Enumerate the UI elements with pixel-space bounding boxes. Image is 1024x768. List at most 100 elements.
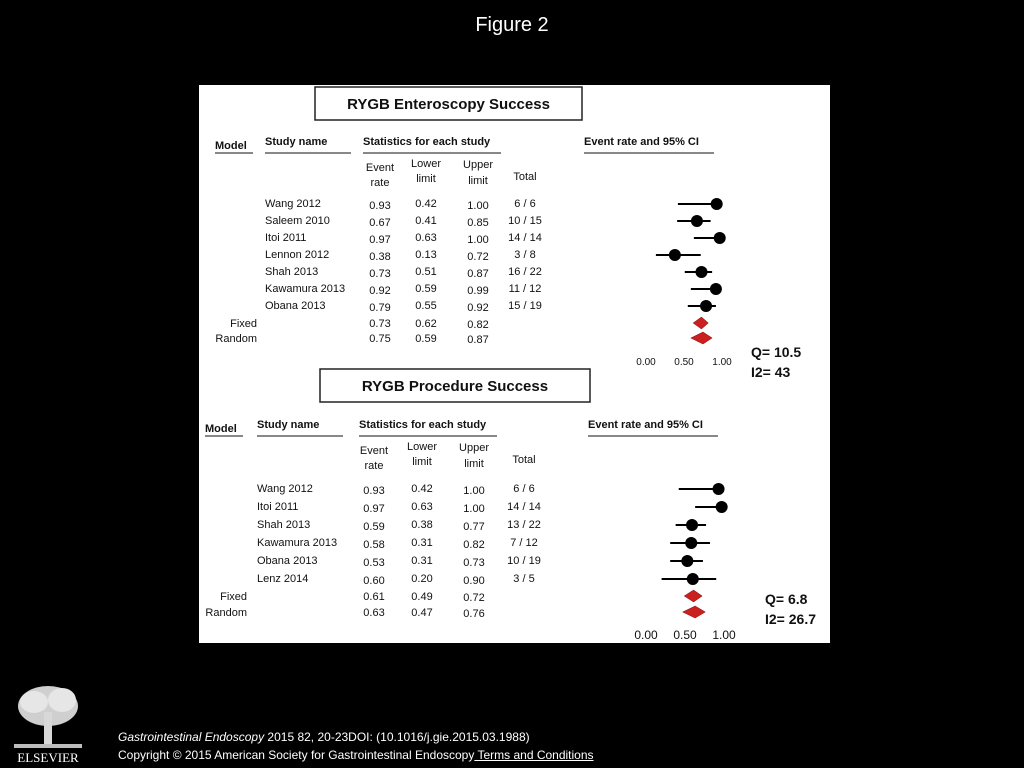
summary-diamond [683,589,703,603]
study-upper-limit: 0.77 [463,521,484,533]
summary-model-label: Fixed [220,591,247,603]
study-name: Lenz 2014 [257,573,308,585]
point-estimate [709,283,722,295]
study-upper-limit: 0.90 [463,575,484,587]
study-upper-limit: 1.00 [463,485,484,497]
point-estimate [713,232,726,244]
chart-title: RYGB Procedure Success [362,378,548,395]
study-upper-limit: 1.00 [463,503,484,515]
elsevier-wordmark: ELSEVIER [17,750,79,765]
study-lower-limit: 0.63 [411,501,432,513]
study-name: Lennon 2012 [265,249,329,261]
study-total: 10 / 15 [508,215,542,227]
elsevier-tree-icon [14,686,82,748]
study-lower-limit: 0.38 [411,519,432,531]
study-upper-limit: 0.87 [467,268,488,280]
subheader-lower-line2: limit [416,173,436,185]
point-estimate [690,215,703,227]
summary-upper-limit: 0.76 [463,608,484,620]
study-event-rate: 0.93 [369,200,390,212]
study-event-rate: 0.38 [369,251,390,263]
study-total: 16 / 22 [508,266,542,278]
point-estimate [686,573,699,585]
summary-model-label: Random [215,333,257,345]
study-name: Wang 2012 [257,483,313,495]
x-tick-label: 0.00 [636,357,656,368]
study-lower-limit: 0.31 [411,537,432,549]
copyright-line: Copyright © 2015 American Society for Ga… [118,748,594,762]
citation-details: 2015 82, 20-23DOI: (10.1016/j.gie.2015.0… [264,730,530,744]
elsevier-logo: ELSEVIER [14,686,82,765]
study-event-rate: 0.73 [369,268,390,280]
study-lower-limit: 0.41 [415,215,436,227]
study-total: 3 / 5 [513,573,534,585]
summary-event-rate: 0.61 [363,591,384,603]
summary-event-rate: 0.63 [363,607,384,619]
header-event-rate-ci: Event rate and 95% CI [588,419,703,431]
study-total: 6 / 6 [514,198,535,210]
subheader-lower-line1: Lower [407,441,437,453]
header-study-name: Study name [265,136,327,148]
summary-lower-limit: 0.59 [415,333,436,345]
subheader-upper-line1: Upper [459,442,489,454]
chart-title: RYGB Enteroscopy Success [347,96,550,113]
summary-diamond [690,331,713,345]
study-lower-limit: 0.51 [415,266,436,278]
study-total: 11 / 12 [509,283,542,295]
heterogeneity-i2: I2= 26.7 [765,611,816,627]
study-lower-limit: 0.13 [415,249,436,261]
summary-diamond [692,316,709,330]
subheader-upper-line2: limit [468,175,488,187]
x-tick-label: 1.00 [712,357,732,368]
header-statistics: Statistics for each study [359,419,487,431]
study-total: 15 / 19 [508,300,542,312]
study-event-rate: 0.58 [363,539,384,551]
subheader-upper-line2: limit [464,458,484,470]
point-estimate [695,266,708,278]
study-event-rate: 0.92 [369,285,390,297]
summary-event-rate: 0.73 [369,318,390,330]
summary-upper-limit: 0.87 [467,334,488,346]
summary-model-label: Fixed [230,318,257,330]
study-event-rate: 0.97 [363,503,384,515]
study-lower-limit: 0.31 [411,555,432,567]
subheader-total: Total [512,454,535,466]
study-lower-limit: 0.55 [415,300,436,312]
citation-line: Gastrointestinal Endoscopy 2015 82, 20-2… [118,730,530,744]
forest-plot-figure: RYGB Enteroscopy Success Model Study name S… [199,85,830,643]
study-upper-limit: 0.99 [467,285,488,297]
study-upper-limit: 0.82 [463,539,484,551]
summary-event-rate: 0.75 [369,333,390,345]
study-name: Itoi 2011 [265,232,306,244]
study-lower-limit: 0.42 [411,483,432,495]
subheader-event-line1: Event [360,445,388,457]
study-name: Kawamura 2013 [265,283,345,295]
study-name: Wang 2012 [265,198,321,210]
x-tick-label: 1.00 [712,628,736,642]
summary-lower-limit: 0.47 [411,607,432,619]
summary-diamond [682,605,706,619]
point-estimate [685,537,698,549]
point-estimate [712,483,725,495]
subheader-event-line1: Event [366,162,394,174]
subheader-upper-line1: Upper [463,159,493,171]
study-lower-limit: 0.63 [415,232,436,244]
header-study-name: Study name [257,419,319,431]
copyright-text: Copyright © 2015 American Society for Ga… [118,748,475,762]
heterogeneity-i2: I2= 43 [751,364,791,380]
study-event-rate: 0.60 [363,575,384,587]
study-total: 6 / 6 [513,483,534,495]
forest-plot-canvas: RYGB Enteroscopy Success Model Study name S… [205,86,816,642]
summary-model-label: Random [205,607,247,619]
study-name: Itoi 2011 [257,501,298,513]
study-name: Shah 2013 [265,266,318,278]
study-upper-limit: 1.00 [467,234,488,246]
header-event-rate-ci: Event rate and 95% CI [584,136,699,148]
study-total: 3 / 8 [514,249,535,261]
subheader-lower-line2: limit [412,456,432,468]
terms-and-conditions-link[interactable]: Terms and Conditions [474,748,594,762]
study-name: Saleem 2010 [265,215,330,227]
heterogeneity-q: Q= 10.5 [751,344,801,360]
study-event-rate: 0.53 [363,557,384,569]
point-estimate [715,501,728,513]
